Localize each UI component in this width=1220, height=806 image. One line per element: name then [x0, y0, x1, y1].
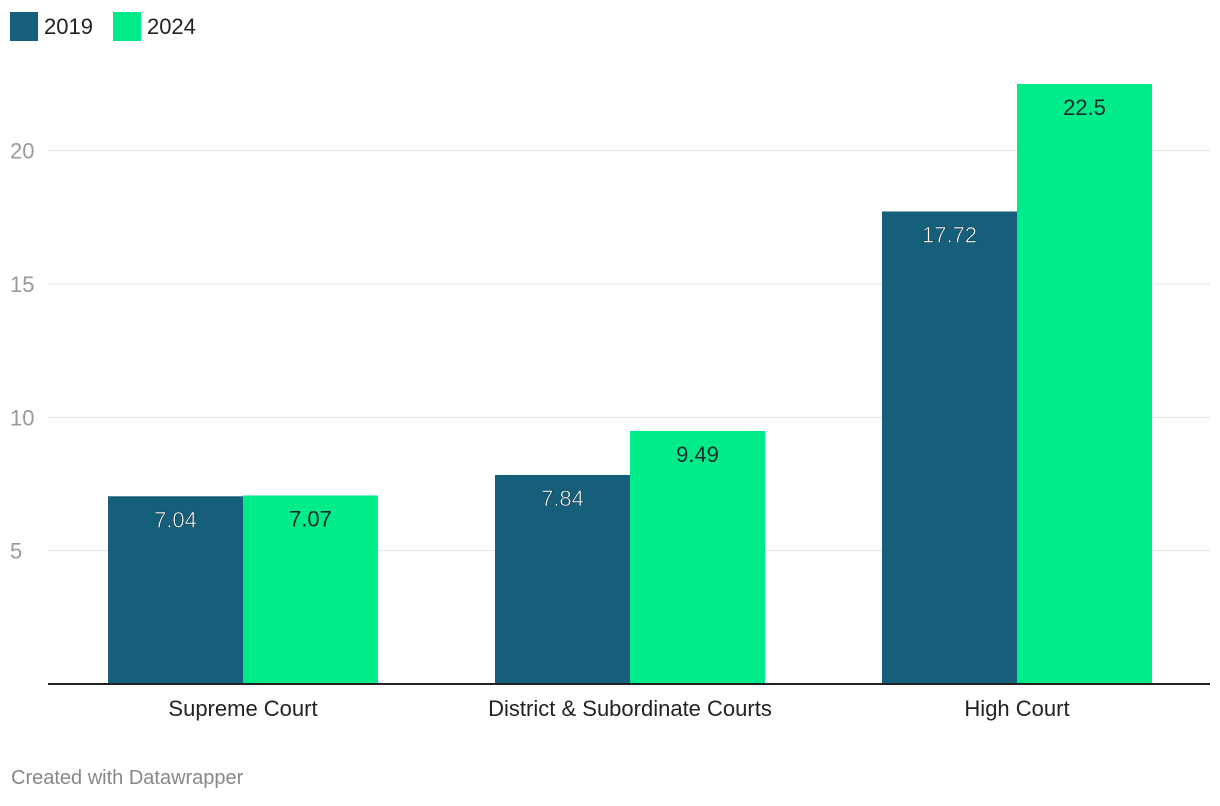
- credit-text: Created with Datawrapper: [11, 767, 244, 789]
- data-label: 7.07: [289, 506, 332, 531]
- y-tick-label: 5: [10, 539, 22, 564]
- x-tick-label: High Court: [964, 696, 1069, 721]
- data-label: 9.49: [676, 442, 719, 467]
- bar: [630, 430, 765, 684]
- x-tick-label: Supreme Court: [168, 696, 317, 721]
- data-label: 7.04: [154, 507, 197, 532]
- bar: [882, 211, 1017, 684]
- legend-swatch-2024: [112, 12, 141, 41]
- bar-chart: 5 10 15 20 7.04 7.07 Supreme Court 7.84 9.49 Dist…: [10, 84, 1210, 721]
- y-tick-label: 10: [10, 405, 34, 430]
- legend-item-2019: 2019: [10, 12, 93, 41]
- legend-label-2019: 2019: [44, 13, 93, 39]
- bar: [495, 474, 630, 684]
- legend-label-2024: 2024: [146, 13, 196, 39]
- x-tick-label: District & Subordinate Courts: [488, 696, 772, 721]
- bar: [1017, 84, 1152, 684]
- y-tick-label: 20: [10, 139, 34, 164]
- legend-item-2024: 2024: [112, 12, 196, 41]
- data-label: 22.5: [1063, 95, 1106, 120]
- bar: [243, 495, 378, 684]
- y-tick-label: 15: [10, 272, 34, 297]
- legend: 2019 2024: [10, 12, 196, 41]
- bar: [108, 496, 243, 684]
- data-label: 17.72: [922, 222, 977, 247]
- legend-swatch-2019: [10, 12, 38, 41]
- data-label: 7.84: [541, 486, 584, 511]
